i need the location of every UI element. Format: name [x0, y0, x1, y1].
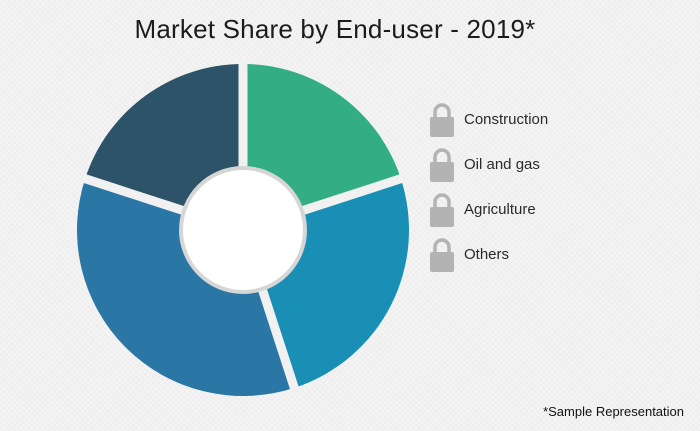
lock-icon [430, 192, 454, 227]
slice-separator [256, 283, 300, 394]
donut-slice-agriculture [77, 178, 295, 396]
donut-slice-construction [243, 64, 401, 212]
legend-label: Construction [464, 111, 549, 128]
lock-icon [430, 147, 454, 182]
legend-label: Agriculture [464, 201, 536, 218]
lock-icon [430, 102, 454, 137]
donut-hole [183, 170, 303, 290]
slice-separator [79, 173, 190, 217]
legend-label: Oil and gas [464, 156, 540, 173]
legend-label: Others [464, 246, 510, 263]
chart-title: Market Share by End-user - 2019* [134, 14, 536, 44]
footnote: *Sample Representation [543, 404, 684, 419]
legend-item-oil-and-gas: Oil and gas [428, 142, 548, 187]
lock-icon [430, 237, 454, 272]
legend-item-construction: Construction [428, 97, 548, 142]
donut-slice-oil-and-gas [261, 178, 409, 388]
donut-slice-others [85, 64, 243, 212]
legend-item-others: Others [428, 232, 548, 277]
legend: Construction Oil and gas Agriculture Oth… [428, 97, 548, 277]
slice-separator [296, 173, 407, 217]
legend-item-agriculture: Agriculture [428, 187, 548, 232]
